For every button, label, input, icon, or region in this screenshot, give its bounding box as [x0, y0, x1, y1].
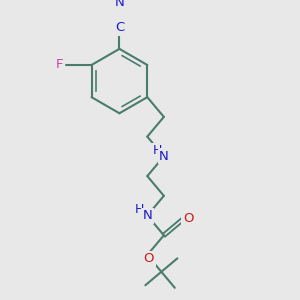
- Text: N: N: [115, 0, 124, 9]
- Text: F: F: [56, 58, 63, 71]
- Text: C: C: [115, 21, 124, 34]
- Text: O: O: [183, 212, 194, 225]
- Text: N: N: [142, 209, 152, 222]
- Text: N: N: [159, 150, 169, 163]
- Text: H: H: [135, 203, 144, 216]
- Text: O: O: [144, 252, 154, 266]
- Text: H: H: [153, 144, 162, 157]
